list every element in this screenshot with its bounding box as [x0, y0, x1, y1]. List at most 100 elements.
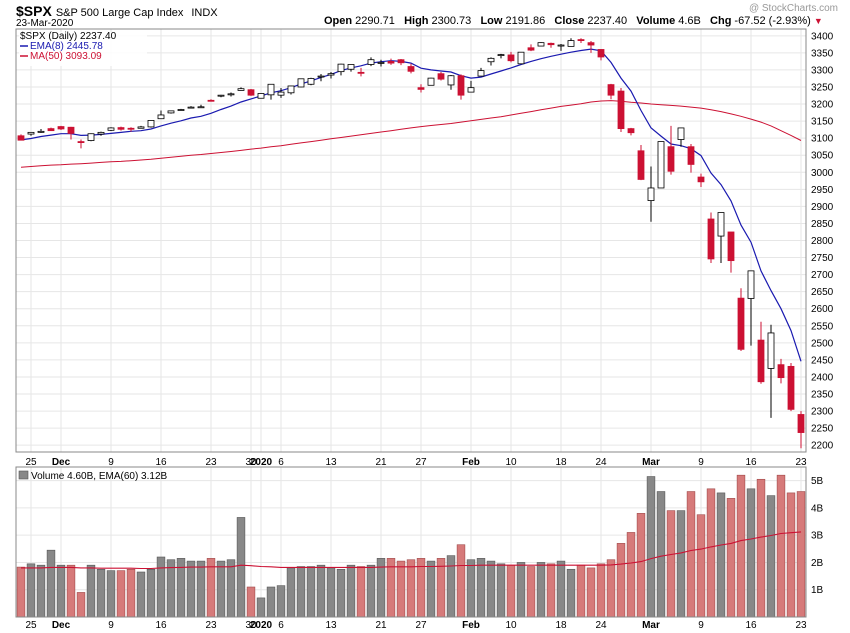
candle-body	[367, 59, 375, 65]
candle	[377, 59, 385, 67]
candle	[777, 358, 785, 384]
candle-body	[207, 99, 215, 102]
candle	[647, 166, 655, 222]
candle-body	[607, 84, 615, 96]
price-axis-tick-label: 3300	[811, 65, 834, 76]
candle-body	[397, 59, 405, 64]
candle-body	[737, 297, 745, 350]
price-axis-tick-label: 2950	[811, 185, 834, 196]
candle	[547, 42, 555, 48]
volume-bar	[426, 560, 436, 618]
candle-body	[627, 128, 635, 134]
candle-body	[507, 54, 515, 62]
volume-bar	[106, 570, 116, 618]
candle-body	[47, 128, 55, 132]
candle-body	[197, 106, 205, 109]
price-axis-tick-label: 2200	[811, 441, 834, 452]
candle-body	[327, 73, 335, 76]
candle	[347, 64, 355, 72]
candle	[357, 67, 365, 77]
volume-bar	[346, 564, 356, 618]
volume-bar	[606, 559, 616, 618]
volume-x-tick-label: Dec	[52, 620, 71, 631]
candle	[517, 51, 525, 65]
candle-body	[657, 141, 665, 189]
candle-body	[497, 54, 505, 56]
candle	[387, 58, 395, 65]
candle	[737, 288, 745, 352]
candle-body	[647, 187, 655, 201]
volume-bar	[36, 564, 46, 618]
volume-axis-tick-label: 4B	[811, 503, 824, 514]
volume-x-tick-label: 25	[25, 620, 37, 631]
volume-bar	[746, 488, 756, 618]
legend-symbol: $SPX (Daily) 2237.40	[20, 31, 117, 42]
down-triangle-icon: ▼	[813, 16, 823, 26]
price-axis-tick-label: 2500	[811, 338, 834, 349]
volume-bar	[186, 560, 196, 618]
candle-body	[177, 109, 185, 111]
volume-bar	[726, 498, 736, 618]
volume-value: 4.6B	[678, 15, 701, 27]
price-axis-tick-label: 3200	[811, 100, 834, 111]
volume-bar	[66, 564, 76, 618]
volume-bar	[686, 491, 696, 618]
candle-body	[87, 133, 95, 141]
candle-body	[107, 127, 115, 131]
candle	[77, 139, 85, 149]
volume-bar	[266, 586, 276, 618]
candle	[97, 131, 105, 136]
candle	[687, 143, 695, 173]
volume-x-tick-label: 23	[795, 620, 807, 631]
volume-bar	[756, 478, 766, 618]
candle	[557, 44, 565, 51]
volume-bar	[406, 559, 416, 618]
volume-bar	[736, 474, 746, 618]
volume-bar	[566, 568, 576, 618]
candle	[567, 38, 575, 47]
volume-bar	[636, 513, 646, 618]
volume-bar	[786, 492, 796, 618]
high-label: High	[404, 15, 429, 27]
price-x-tick-label: 10	[505, 457, 517, 468]
candle-body	[307, 78, 315, 85]
volume-bar	[776, 474, 786, 618]
high-value: 2300.73	[431, 15, 472, 27]
candle	[247, 89, 255, 96]
candle	[707, 212, 715, 264]
candle-body	[797, 414, 805, 433]
price-axis-tick-label: 3100	[811, 134, 834, 145]
candle-body	[697, 176, 705, 183]
volume-axis-tick-label: 1B	[811, 585, 824, 596]
candle-body	[467, 87, 475, 93]
candle-body	[57, 126, 65, 130]
volume-bar	[336, 568, 346, 618]
candle	[537, 42, 545, 47]
candle	[337, 63, 345, 76]
candle-body	[37, 130, 45, 133]
volume-x-tick-label: Feb	[462, 620, 480, 631]
candle	[427, 77, 435, 86]
candle	[397, 59, 405, 66]
price-axis-tick-label: 2450	[811, 355, 834, 366]
candle-body	[417, 87, 425, 90]
candle-body	[67, 126, 75, 134]
volume-bar	[486, 560, 496, 618]
candle	[207, 99, 215, 102]
candle	[797, 411, 805, 449]
volume-x-tick-label: 23	[205, 620, 217, 631]
candle	[237, 87, 245, 91]
volume-bar	[706, 488, 716, 618]
volume-bar	[136, 571, 146, 618]
open-value: 2290.71	[355, 15, 395, 27]
volume-bar	[796, 491, 806, 618]
candle-body	[237, 88, 245, 91]
chart-date: 23-Mar-2020	[16, 18, 74, 29]
price-x-tick-label: 30	[245, 457, 257, 468]
volume-bar	[286, 567, 296, 618]
candle	[437, 71, 445, 81]
volume-label: Volume	[636, 15, 676, 27]
volume-bar	[316, 564, 326, 618]
volume-bar	[416, 558, 426, 618]
